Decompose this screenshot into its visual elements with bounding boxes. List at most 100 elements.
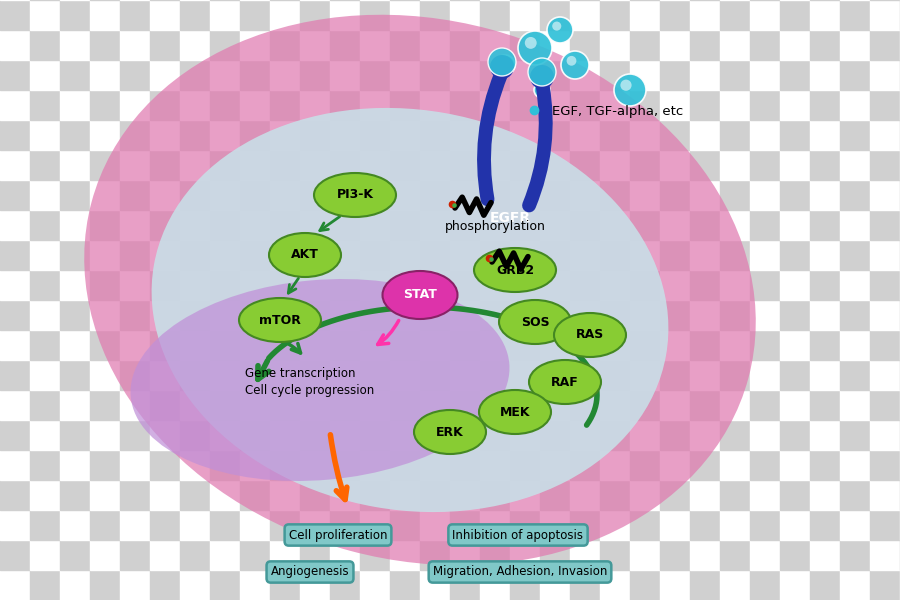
Bar xyxy=(480,450,510,480)
Bar xyxy=(480,60,510,90)
Bar xyxy=(720,330,750,360)
Bar xyxy=(180,240,210,270)
Bar xyxy=(480,510,510,540)
Bar xyxy=(360,570,390,600)
Bar xyxy=(60,420,90,450)
Bar xyxy=(240,90,270,120)
Text: mTOR: mTOR xyxy=(259,313,301,326)
Bar xyxy=(150,60,180,90)
Bar xyxy=(240,420,270,450)
Text: Migration, Adhesion, Invasion: Migration, Adhesion, Invasion xyxy=(433,565,608,578)
Text: Cell proliferation: Cell proliferation xyxy=(289,529,387,541)
Bar xyxy=(840,60,870,90)
Bar xyxy=(240,330,270,360)
Bar xyxy=(210,210,240,240)
Bar xyxy=(840,480,870,510)
Bar xyxy=(810,270,840,300)
Bar xyxy=(0,510,30,540)
Bar xyxy=(90,240,120,270)
Bar xyxy=(120,450,150,480)
Bar xyxy=(720,300,750,330)
Bar xyxy=(540,540,570,570)
Bar xyxy=(330,330,360,360)
Bar xyxy=(180,390,210,420)
Bar xyxy=(60,390,90,420)
Bar xyxy=(390,60,420,90)
Bar xyxy=(630,210,660,240)
Bar xyxy=(570,120,600,150)
Bar xyxy=(30,510,60,540)
Bar xyxy=(60,210,90,240)
Bar xyxy=(690,180,720,210)
Bar xyxy=(330,540,360,570)
Bar xyxy=(780,240,810,270)
Bar xyxy=(840,570,870,600)
Bar xyxy=(660,420,690,450)
Circle shape xyxy=(499,58,506,65)
Bar xyxy=(330,210,360,240)
Bar xyxy=(840,0,870,30)
Bar xyxy=(180,420,210,450)
Bar xyxy=(570,330,600,360)
Bar xyxy=(30,30,60,60)
Bar xyxy=(750,180,780,210)
Text: PI3-K: PI3-K xyxy=(337,188,374,202)
Bar xyxy=(540,150,570,180)
Bar xyxy=(810,390,840,420)
Bar xyxy=(720,570,750,600)
Bar xyxy=(150,360,180,390)
Bar xyxy=(120,570,150,600)
Bar xyxy=(840,30,870,60)
Bar xyxy=(330,420,360,450)
Bar xyxy=(450,240,480,270)
Bar xyxy=(750,360,780,390)
Bar xyxy=(570,540,600,570)
Bar xyxy=(420,450,450,480)
Bar xyxy=(240,300,270,330)
Bar xyxy=(480,180,510,210)
Bar xyxy=(720,450,750,480)
Bar xyxy=(90,30,120,60)
Bar xyxy=(30,60,60,90)
Bar xyxy=(120,240,150,270)
Bar xyxy=(210,420,240,450)
Bar xyxy=(510,30,540,60)
Bar xyxy=(360,480,390,510)
Circle shape xyxy=(547,17,573,43)
Bar xyxy=(300,360,330,390)
Bar xyxy=(510,60,540,90)
Bar xyxy=(510,90,540,120)
Bar xyxy=(660,540,690,570)
Bar xyxy=(450,30,480,60)
Bar xyxy=(450,510,480,540)
Bar xyxy=(0,120,30,150)
Bar xyxy=(270,330,300,360)
Bar xyxy=(60,240,90,270)
Bar xyxy=(600,0,630,30)
Bar xyxy=(30,150,60,180)
Bar xyxy=(30,330,60,360)
Bar xyxy=(510,210,540,240)
Bar xyxy=(600,240,630,270)
Bar xyxy=(270,450,300,480)
Bar xyxy=(630,180,660,210)
Bar xyxy=(0,0,30,30)
Bar xyxy=(90,510,120,540)
Bar xyxy=(270,420,300,450)
Bar xyxy=(480,0,510,30)
Bar xyxy=(150,540,180,570)
Bar xyxy=(150,120,180,150)
Bar xyxy=(630,360,660,390)
Bar xyxy=(30,180,60,210)
Text: RAF: RAF xyxy=(551,376,579,389)
Bar xyxy=(450,450,480,480)
Bar xyxy=(870,120,900,150)
Bar xyxy=(300,30,330,60)
Bar xyxy=(720,240,750,270)
Bar xyxy=(780,360,810,390)
Bar xyxy=(150,330,180,360)
Bar xyxy=(270,210,300,240)
Bar xyxy=(840,120,870,150)
Bar xyxy=(570,450,600,480)
Bar xyxy=(660,240,690,270)
